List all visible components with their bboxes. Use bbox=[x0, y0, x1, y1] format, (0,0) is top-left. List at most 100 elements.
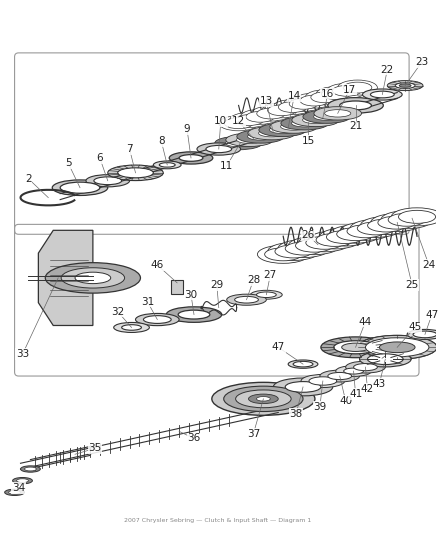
Ellipse shape bbox=[234, 296, 258, 303]
Ellipse shape bbox=[267, 243, 318, 261]
Ellipse shape bbox=[135, 313, 179, 326]
Ellipse shape bbox=[94, 177, 121, 184]
Ellipse shape bbox=[324, 110, 350, 117]
Text: 23: 23 bbox=[414, 57, 427, 67]
Text: 31: 31 bbox=[141, 297, 154, 306]
Ellipse shape bbox=[169, 152, 212, 164]
Ellipse shape bbox=[166, 307, 221, 322]
Ellipse shape bbox=[365, 338, 428, 357]
Ellipse shape bbox=[308, 377, 336, 385]
Text: 26: 26 bbox=[300, 230, 314, 240]
Ellipse shape bbox=[285, 242, 321, 255]
Ellipse shape bbox=[346, 225, 383, 238]
Text: 17: 17 bbox=[342, 85, 355, 94]
Ellipse shape bbox=[304, 90, 344, 105]
Ellipse shape bbox=[320, 337, 389, 358]
Text: 37: 37 bbox=[246, 429, 259, 439]
Ellipse shape bbox=[327, 98, 382, 113]
Ellipse shape bbox=[5, 489, 25, 496]
Ellipse shape bbox=[205, 146, 231, 152]
Ellipse shape bbox=[247, 133, 273, 140]
Ellipse shape bbox=[256, 397, 270, 401]
Ellipse shape bbox=[298, 234, 350, 252]
Text: 15: 15 bbox=[300, 136, 314, 146]
Text: 2: 2 bbox=[25, 174, 32, 184]
Ellipse shape bbox=[308, 231, 360, 249]
Ellipse shape bbox=[223, 386, 302, 411]
Ellipse shape bbox=[305, 236, 342, 249]
Ellipse shape bbox=[398, 84, 410, 87]
Ellipse shape bbox=[302, 110, 350, 123]
Text: 8: 8 bbox=[158, 136, 164, 146]
Ellipse shape bbox=[333, 341, 377, 354]
Ellipse shape bbox=[289, 99, 317, 109]
Polygon shape bbox=[38, 230, 93, 326]
Text: 47: 47 bbox=[424, 310, 438, 320]
Ellipse shape bbox=[295, 239, 332, 252]
Ellipse shape bbox=[236, 136, 262, 143]
Ellipse shape bbox=[336, 228, 373, 240]
Text: 34: 34 bbox=[12, 483, 25, 493]
Ellipse shape bbox=[257, 245, 308, 263]
Ellipse shape bbox=[75, 272, 110, 284]
Text: 40: 40 bbox=[338, 396, 351, 406]
Text: 32: 32 bbox=[111, 306, 124, 317]
Ellipse shape bbox=[367, 354, 402, 365]
Ellipse shape bbox=[318, 228, 370, 246]
Text: 11: 11 bbox=[219, 161, 233, 171]
Text: 27: 27 bbox=[263, 270, 276, 280]
Text: 38: 38 bbox=[289, 409, 302, 419]
Ellipse shape bbox=[256, 108, 285, 119]
Ellipse shape bbox=[378, 342, 414, 353]
Text: 45: 45 bbox=[407, 322, 421, 333]
Ellipse shape bbox=[357, 335, 436, 359]
Ellipse shape bbox=[291, 119, 317, 127]
Ellipse shape bbox=[300, 375, 344, 387]
Ellipse shape bbox=[240, 109, 279, 124]
Ellipse shape bbox=[313, 113, 339, 120]
Ellipse shape bbox=[258, 130, 284, 137]
Text: 33: 33 bbox=[16, 349, 29, 359]
Ellipse shape bbox=[143, 316, 171, 324]
Ellipse shape bbox=[302, 116, 328, 124]
Text: 21: 21 bbox=[348, 121, 361, 131]
Ellipse shape bbox=[390, 208, 438, 226]
Ellipse shape bbox=[280, 123, 306, 130]
Ellipse shape bbox=[326, 83, 366, 99]
Ellipse shape bbox=[197, 143, 240, 155]
Ellipse shape bbox=[315, 233, 353, 246]
Ellipse shape bbox=[269, 120, 317, 133]
Ellipse shape bbox=[17, 479, 28, 482]
Ellipse shape bbox=[310, 92, 339, 103]
Ellipse shape bbox=[61, 268, 124, 288]
Ellipse shape bbox=[291, 114, 339, 127]
Ellipse shape bbox=[367, 219, 404, 232]
Ellipse shape bbox=[267, 105, 296, 116]
Ellipse shape bbox=[345, 361, 385, 373]
Ellipse shape bbox=[357, 222, 393, 235]
Ellipse shape bbox=[107, 165, 163, 181]
Ellipse shape bbox=[229, 112, 268, 127]
Ellipse shape bbox=[214, 136, 262, 150]
Text: 12: 12 bbox=[231, 116, 245, 126]
Ellipse shape bbox=[370, 91, 393, 98]
Text: 2007 Chrysler Sebring — Clutch & Input Shaft — Diagram 1: 2007 Chrysler Sebring — Clutch & Input S… bbox=[124, 518, 311, 523]
Ellipse shape bbox=[272, 100, 312, 115]
Ellipse shape bbox=[256, 292, 276, 297]
Ellipse shape bbox=[394, 83, 414, 88]
Ellipse shape bbox=[294, 93, 333, 108]
Ellipse shape bbox=[261, 103, 301, 118]
Ellipse shape bbox=[278, 102, 306, 112]
Text: 22: 22 bbox=[380, 64, 393, 75]
Text: 24: 24 bbox=[421, 260, 434, 270]
Text: 30: 30 bbox=[184, 290, 197, 300]
Ellipse shape bbox=[13, 478, 32, 484]
Ellipse shape bbox=[339, 101, 371, 110]
Text: 9: 9 bbox=[184, 124, 190, 134]
Ellipse shape bbox=[225, 133, 273, 147]
Ellipse shape bbox=[332, 85, 360, 96]
Text: 14: 14 bbox=[287, 92, 300, 101]
Text: 29: 29 bbox=[210, 280, 223, 290]
Ellipse shape bbox=[380, 211, 431, 229]
Ellipse shape bbox=[353, 364, 377, 370]
